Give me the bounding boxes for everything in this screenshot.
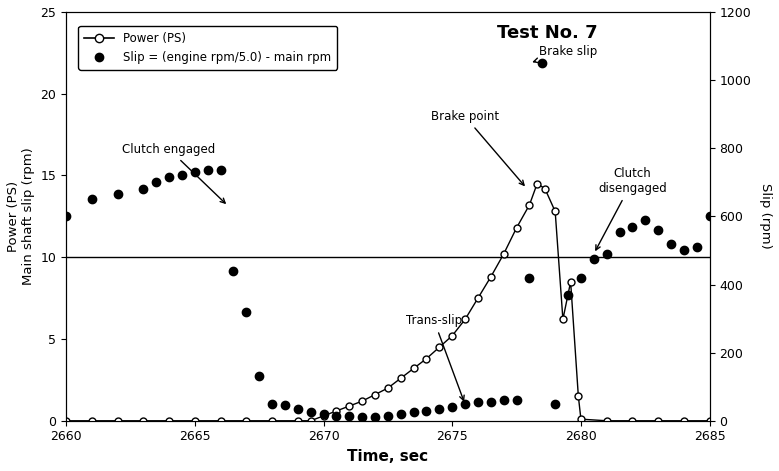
Text: Clutch
disengaged: Clutch disengaged bbox=[596, 167, 667, 250]
Y-axis label: Power (PS)
Main shaft slip (rpm): Power (PS) Main shaft slip (rpm) bbox=[7, 147, 35, 285]
Text: Brake slip: Brake slip bbox=[534, 45, 597, 63]
Text: Trans-slip: Trans-slip bbox=[406, 315, 464, 400]
Text: Test No. 7: Test No. 7 bbox=[497, 24, 598, 42]
X-axis label: Time, sec: Time, sec bbox=[347, 449, 428, 464]
Legend: Power (PS), Slip = (engine rpm/5.0) - main rpm: Power (PS), Slip = (engine rpm/5.0) - ma… bbox=[79, 26, 337, 70]
Text: Clutch engaged: Clutch engaged bbox=[122, 143, 225, 203]
Y-axis label: Slip (rpm): Slip (rpm) bbox=[759, 184, 772, 249]
Text: Brake point: Brake point bbox=[431, 110, 524, 185]
